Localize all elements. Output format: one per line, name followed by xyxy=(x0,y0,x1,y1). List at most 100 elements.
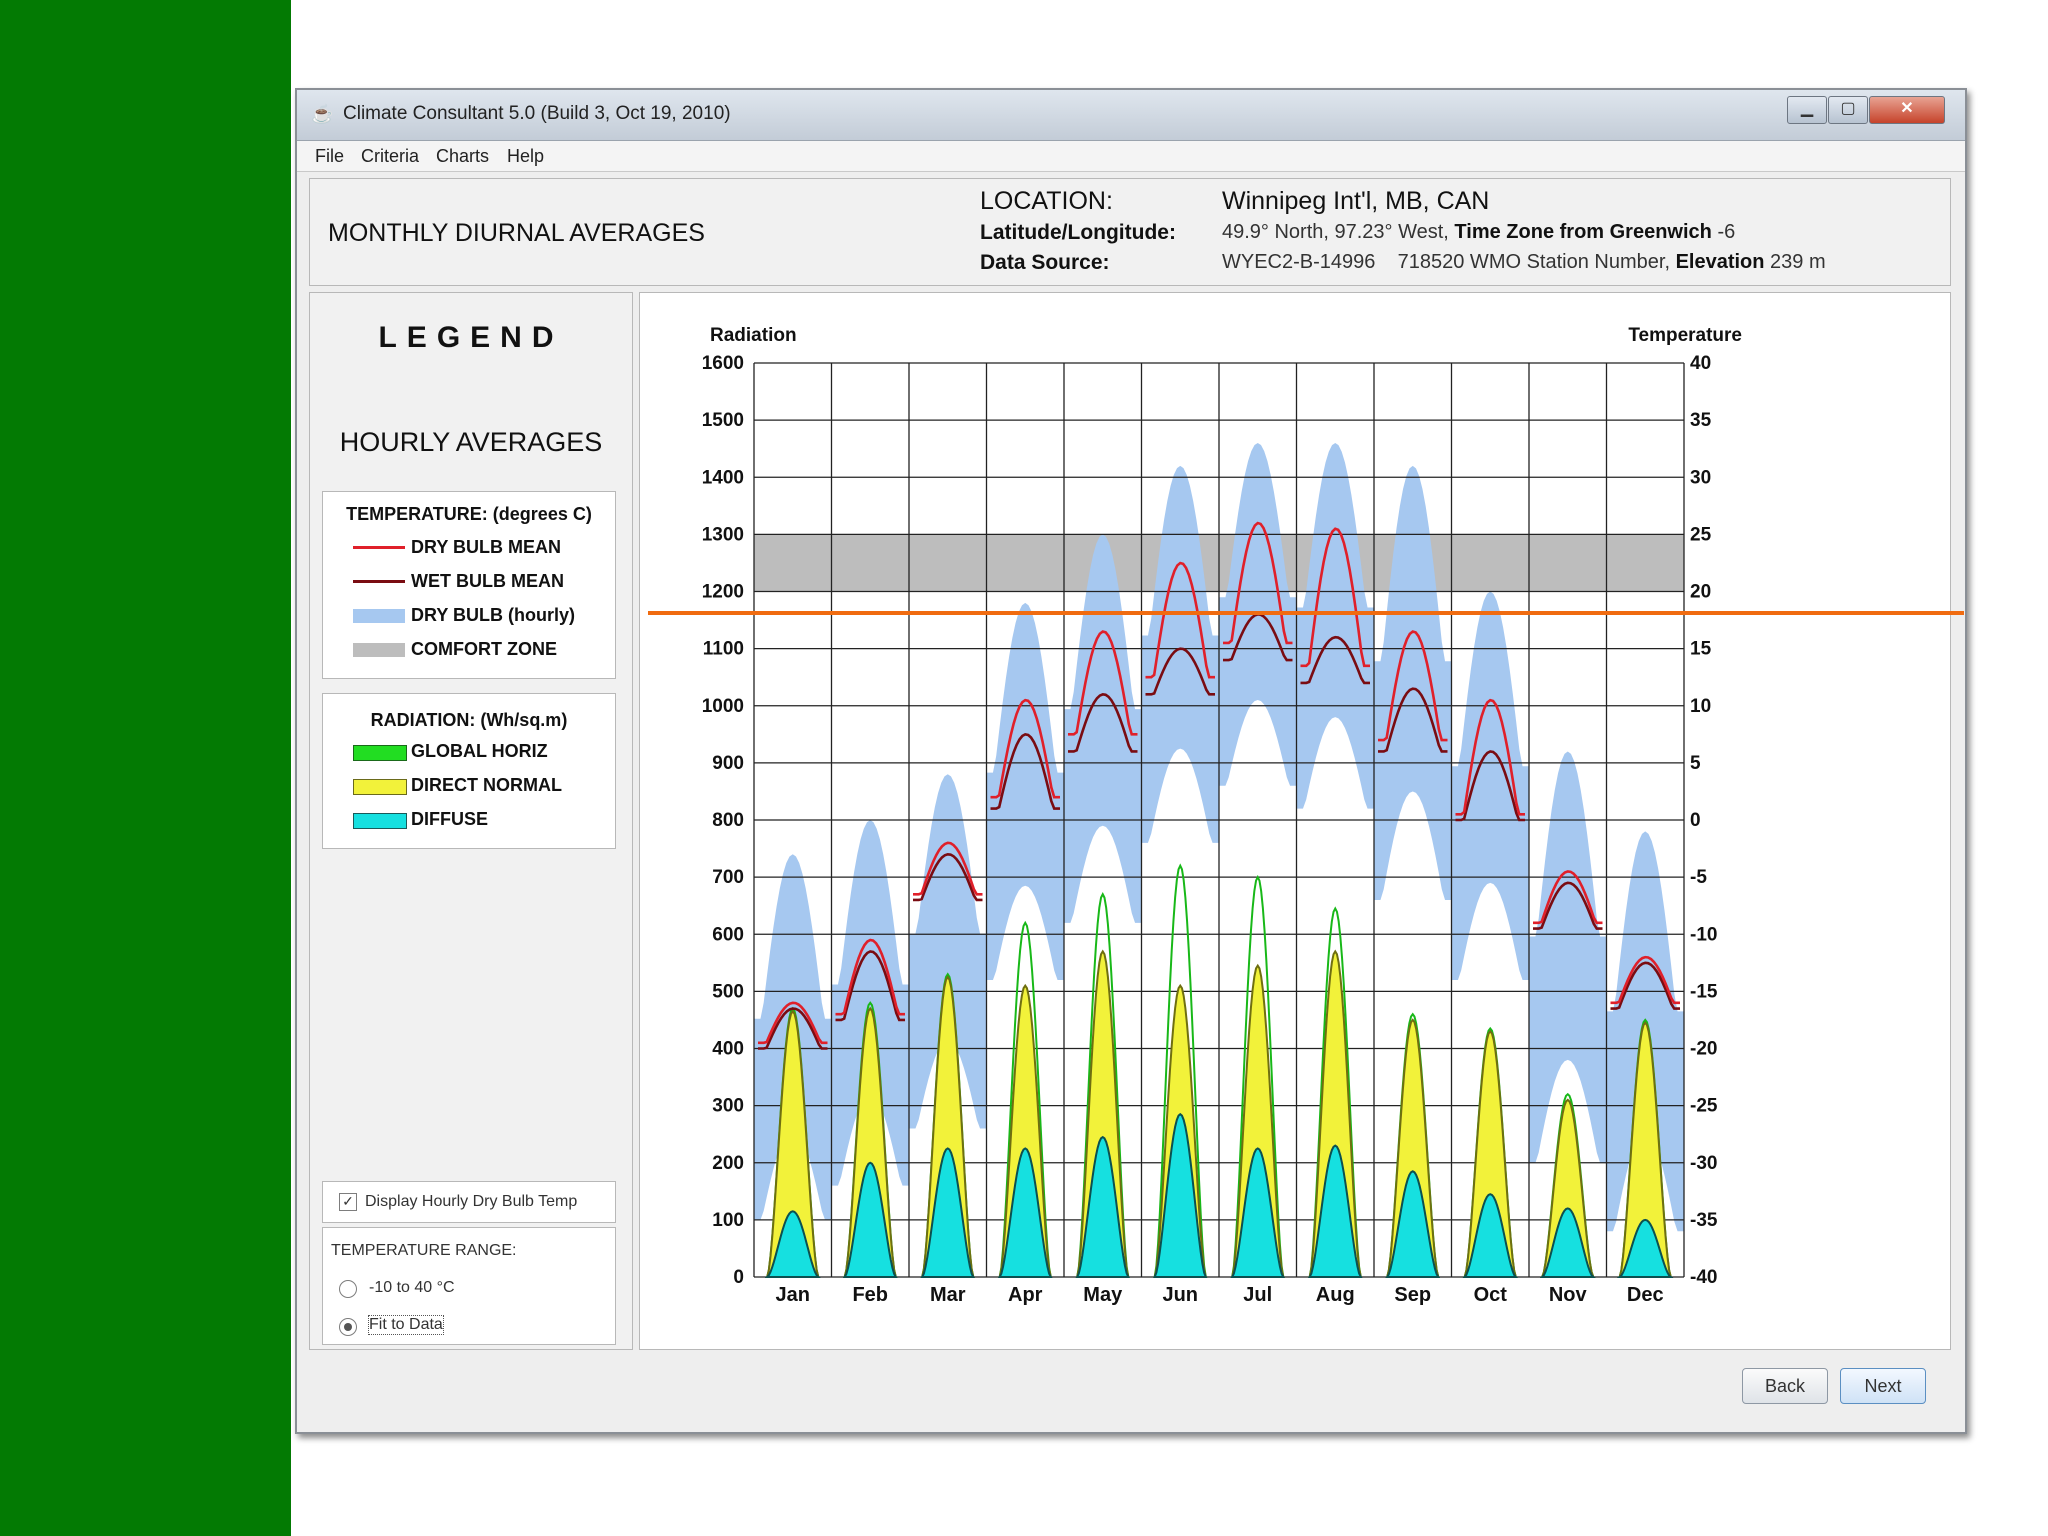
dry-bulb-hourly-swatch xyxy=(353,609,405,623)
y-left-tick-label: 200 xyxy=(712,1153,744,1174)
y-right-axis-label: Temperature xyxy=(1628,325,1742,346)
legend-panel: LEGEND HOURLY AVERAGES TEMPERATURE: (deg… xyxy=(309,292,633,1350)
display-hourly-label: Display Hourly Dry Bulb Temp xyxy=(365,1193,578,1210)
global-horiz-jun xyxy=(1153,863,1207,1278)
global-horiz-swatch xyxy=(353,745,407,761)
wet-bulb-mean-apr xyxy=(990,733,1060,810)
menu-criteria[interactable]: Criteria xyxy=(361,146,420,166)
temperature-range-panel: TEMPERATURE RANGE: -10 to 40 °C Fit to D… xyxy=(322,1227,616,1345)
location-label: LOCATION: xyxy=(980,187,1113,215)
display-hourly-checkbox[interactable]: ✓ xyxy=(339,1193,357,1211)
y-left-axis-label: Radiation xyxy=(710,325,797,346)
radiation-legend: RADIATION: (Wh/sq.m) GLOBAL HORIZ DIRECT… xyxy=(322,693,616,849)
wet-bulb-mean-label: WET BULB MEAN xyxy=(411,571,564,591)
x-tick-label-dec: Dec xyxy=(1627,1284,1664,1306)
temperature-legend: TEMPERATURE: (degrees C) DRY BULB MEAN W… xyxy=(322,491,616,679)
wet-bulb-mean-mar xyxy=(913,852,983,902)
range-option-fit[interactable]: Fit to Data xyxy=(368,1315,444,1335)
y-right-tick-label: 25 xyxy=(1690,524,1712,545)
direct-normal-swatch xyxy=(353,779,407,795)
next-button[interactable]: Next xyxy=(1840,1368,1926,1404)
diffuse-sep xyxy=(1385,1170,1441,1278)
app-window: ☕ Climate Consultant 5.0 (Build 3, Oct 1… xyxy=(295,88,1967,1434)
dry-bulb-mean-sep xyxy=(1378,630,1448,742)
y-right-tick-label: 20 xyxy=(1690,582,1711,603)
y-left-tick-label: 1500 xyxy=(702,410,744,431)
direct-normal-nov xyxy=(1540,1098,1595,1278)
radiation-legend-header: RADIATION: (Wh/sq.m) xyxy=(370,710,568,730)
window-title: Climate Consultant 5.0 (Build 3, Oct 19,… xyxy=(343,103,731,124)
latlon-label: Latitude/Longitude: xyxy=(980,221,1176,244)
y-left-tick-label: 900 xyxy=(712,753,744,774)
diffuse-jun xyxy=(1153,1112,1208,1278)
x-tick-label-aug: Aug xyxy=(1316,1284,1355,1306)
menu-charts[interactable]: Charts xyxy=(436,146,490,166)
dry-bulb-hourly-may xyxy=(1064,534,1142,923)
chart-grid xyxy=(753,362,1685,1278)
wet-bulb-mean-aug xyxy=(1300,635,1370,685)
y-right-tick-label: -35 xyxy=(1690,1210,1718,1231)
dry-bulb-hourly-label: DRY BULB (hourly) xyxy=(411,605,575,625)
x-tick-label-mar: Mar xyxy=(930,1284,966,1306)
minimize-button[interactable]: ▁ xyxy=(1787,96,1827,124)
x-tick-label-nov: Nov xyxy=(1549,1284,1588,1306)
java-app-icon: ☕ xyxy=(311,104,334,124)
direct-normal-oct xyxy=(1463,1029,1518,1278)
dry-bulb-hourly-nov xyxy=(1529,751,1607,1163)
range-radio-fit[interactable] xyxy=(339,1318,357,1336)
legend-title: LEGEND xyxy=(378,321,564,354)
wet-bulb-mean-dec xyxy=(1610,961,1680,1010)
y-right-tick-label: 40 xyxy=(1690,353,1711,374)
comfort-zone-label: COMFORT ZONE xyxy=(411,639,557,659)
diffuse-dec xyxy=(1617,1218,1674,1278)
menu-bar: File Criteria Charts Help xyxy=(297,141,1965,172)
y-left-tick-label: 600 xyxy=(712,924,744,945)
range-radio-fixed[interactable] xyxy=(339,1280,357,1298)
global-horiz-label: GLOBAL HORIZ xyxy=(411,741,548,761)
dry-bulb-mean-mar xyxy=(913,841,983,896)
range-option-fixed[interactable]: -10 to 40 °C xyxy=(369,1279,455,1296)
x-tick-label-jan: Jan xyxy=(776,1284,810,1306)
diffuse-jan xyxy=(764,1210,821,1278)
hourly-averages-title: HOURLY AVERAGES xyxy=(339,427,603,457)
dry-bulb-hourly-oct xyxy=(1451,591,1529,980)
y-right-tick-label: -30 xyxy=(1690,1153,1717,1174)
location-value: Winnipeg Int'l, MB, CAN xyxy=(1222,187,1490,215)
elevation-label: Elevation xyxy=(1675,251,1765,273)
x-tick-label-jun: Jun xyxy=(1162,1284,1198,1306)
menu-help[interactable]: Help xyxy=(507,146,545,166)
comfort-zone-swatch xyxy=(353,643,405,657)
y-right-tick-label: -25 xyxy=(1690,1096,1718,1117)
wet-bulb-mean-swatch xyxy=(353,580,405,583)
wet-bulb-mean-jun xyxy=(1145,647,1215,696)
page-title: MONTHLY DIURNAL AVERAGES xyxy=(328,219,705,247)
y-right-tick-label: 5 xyxy=(1690,753,1701,774)
x-tick-label-oct: Oct xyxy=(1474,1284,1508,1306)
y-left-tick-label: 1000 xyxy=(702,696,744,717)
y-left-tick-label: 400 xyxy=(712,1039,744,1060)
dry-bulb-hourly-sep xyxy=(1374,465,1452,900)
diffuse-jul xyxy=(1230,1147,1285,1278)
monthly-diurnal-chart: Radiation Temperature01002003004005006007… xyxy=(702,325,1742,1306)
back-button[interactable]: Back xyxy=(1742,1368,1828,1404)
close-button[interactable]: ✕ xyxy=(1869,96,1945,124)
x-tick-label-apr: Apr xyxy=(1008,1284,1043,1306)
dry-bulb-hourly-jun xyxy=(1141,465,1219,843)
y-right-tick-label: -15 xyxy=(1690,981,1718,1002)
y-left-tick-label: 1100 xyxy=(703,639,744,660)
wet-bulb-mean-nov xyxy=(1533,881,1603,930)
dry-bulb-mean-feb xyxy=(835,938,905,1016)
menu-file[interactable]: File xyxy=(315,146,345,166)
diffuse-feb xyxy=(842,1161,898,1278)
y-left-tick-label: 300 xyxy=(712,1096,744,1117)
x-tick-label-may: May xyxy=(1083,1284,1123,1306)
orange-annotation-line xyxy=(648,611,1964,615)
maximize-button[interactable]: ▢ xyxy=(1828,96,1868,124)
dry-bulb-mean-aug xyxy=(1300,527,1370,668)
dry-bulb-hourly-aug xyxy=(1296,442,1374,809)
timezone-label: Time Zone from Greenwich xyxy=(1454,221,1712,243)
y-right-tick-label: -10 xyxy=(1690,924,1717,945)
diffuse-apr xyxy=(998,1147,1053,1278)
wet-bulb-mean-may xyxy=(1068,693,1138,753)
source-value-row: WYEC2-B-14996 718520 WMO Station Number,… xyxy=(1222,251,1826,274)
